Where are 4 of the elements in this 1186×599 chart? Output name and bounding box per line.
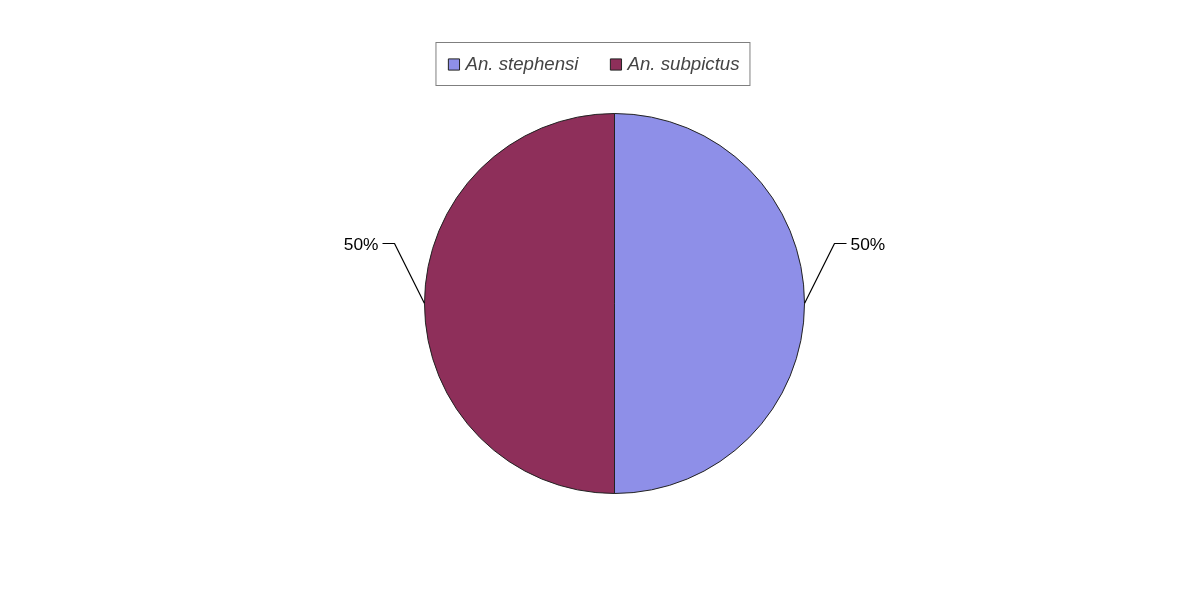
data-label: 50% [850, 233, 886, 254]
legend-label: An. stephensi [465, 53, 579, 75]
data-label: 50% [343, 233, 379, 254]
legend-label: An. subpictus [627, 53, 740, 75]
